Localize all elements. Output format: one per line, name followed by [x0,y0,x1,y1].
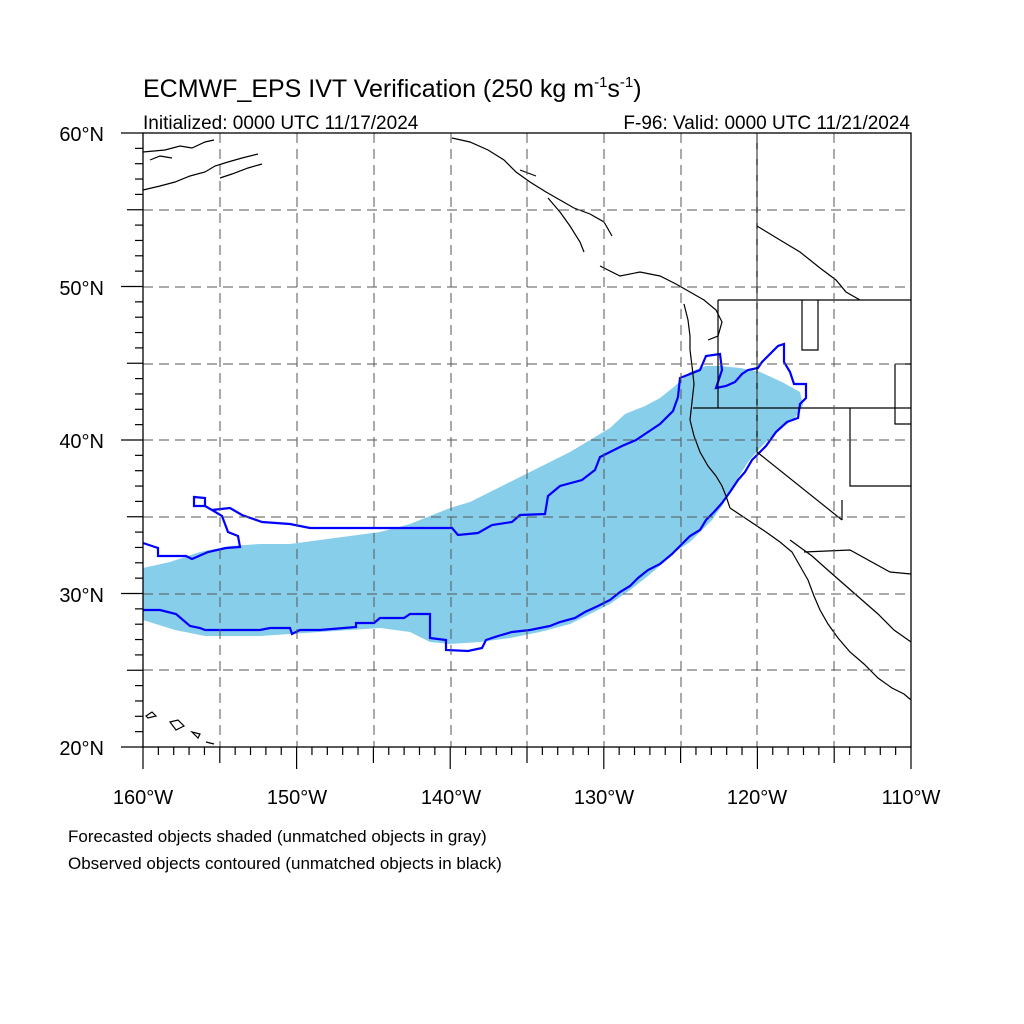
longitude-labels: 160°W 150°W 140°W 130°W 120°W 110°W [113,787,941,809]
lon-label-120w: 120°W [727,787,787,809]
lon-label-130w: 130°W [574,787,634,809]
lat-label-60n: 60°N [59,124,104,146]
lon-label-150w: 150°W [267,787,327,809]
footnote-observed: Observed objects contoured (unmatched ob… [68,854,502,873]
lat-label-50n: 50°N [59,278,104,300]
latitude-labels: 60°N 50°N 40°N 30°N 20°N [59,124,104,760]
axis-ticks [121,132,912,769]
lon-label-110w: 110°W [882,787,941,809]
lon-label-160w: 160°W [113,787,173,809]
valid-time: F-96: Valid: 0000 UTC 11/21/2024 [623,113,910,134]
graticule [143,133,911,747]
lat-label-20n: 20°N [59,738,104,760]
footnote-forecast: Forecasted objects shaded (unmatched obj… [68,827,487,846]
map-panel [121,132,912,769]
map-title: ECMWF_EPS IVT Verification (250 kg m-1s-… [143,74,642,103]
lon-label-140w: 140°W [421,787,481,809]
lat-label-30n: 30°N [59,585,104,607]
forecast-ivt-object [143,366,803,644]
lat-label-40n: 40°N [59,431,104,453]
observed-ivt-contour [142,342,808,653]
initialized-time: Initialized: 0000 UTC 11/17/2024 [143,113,419,134]
